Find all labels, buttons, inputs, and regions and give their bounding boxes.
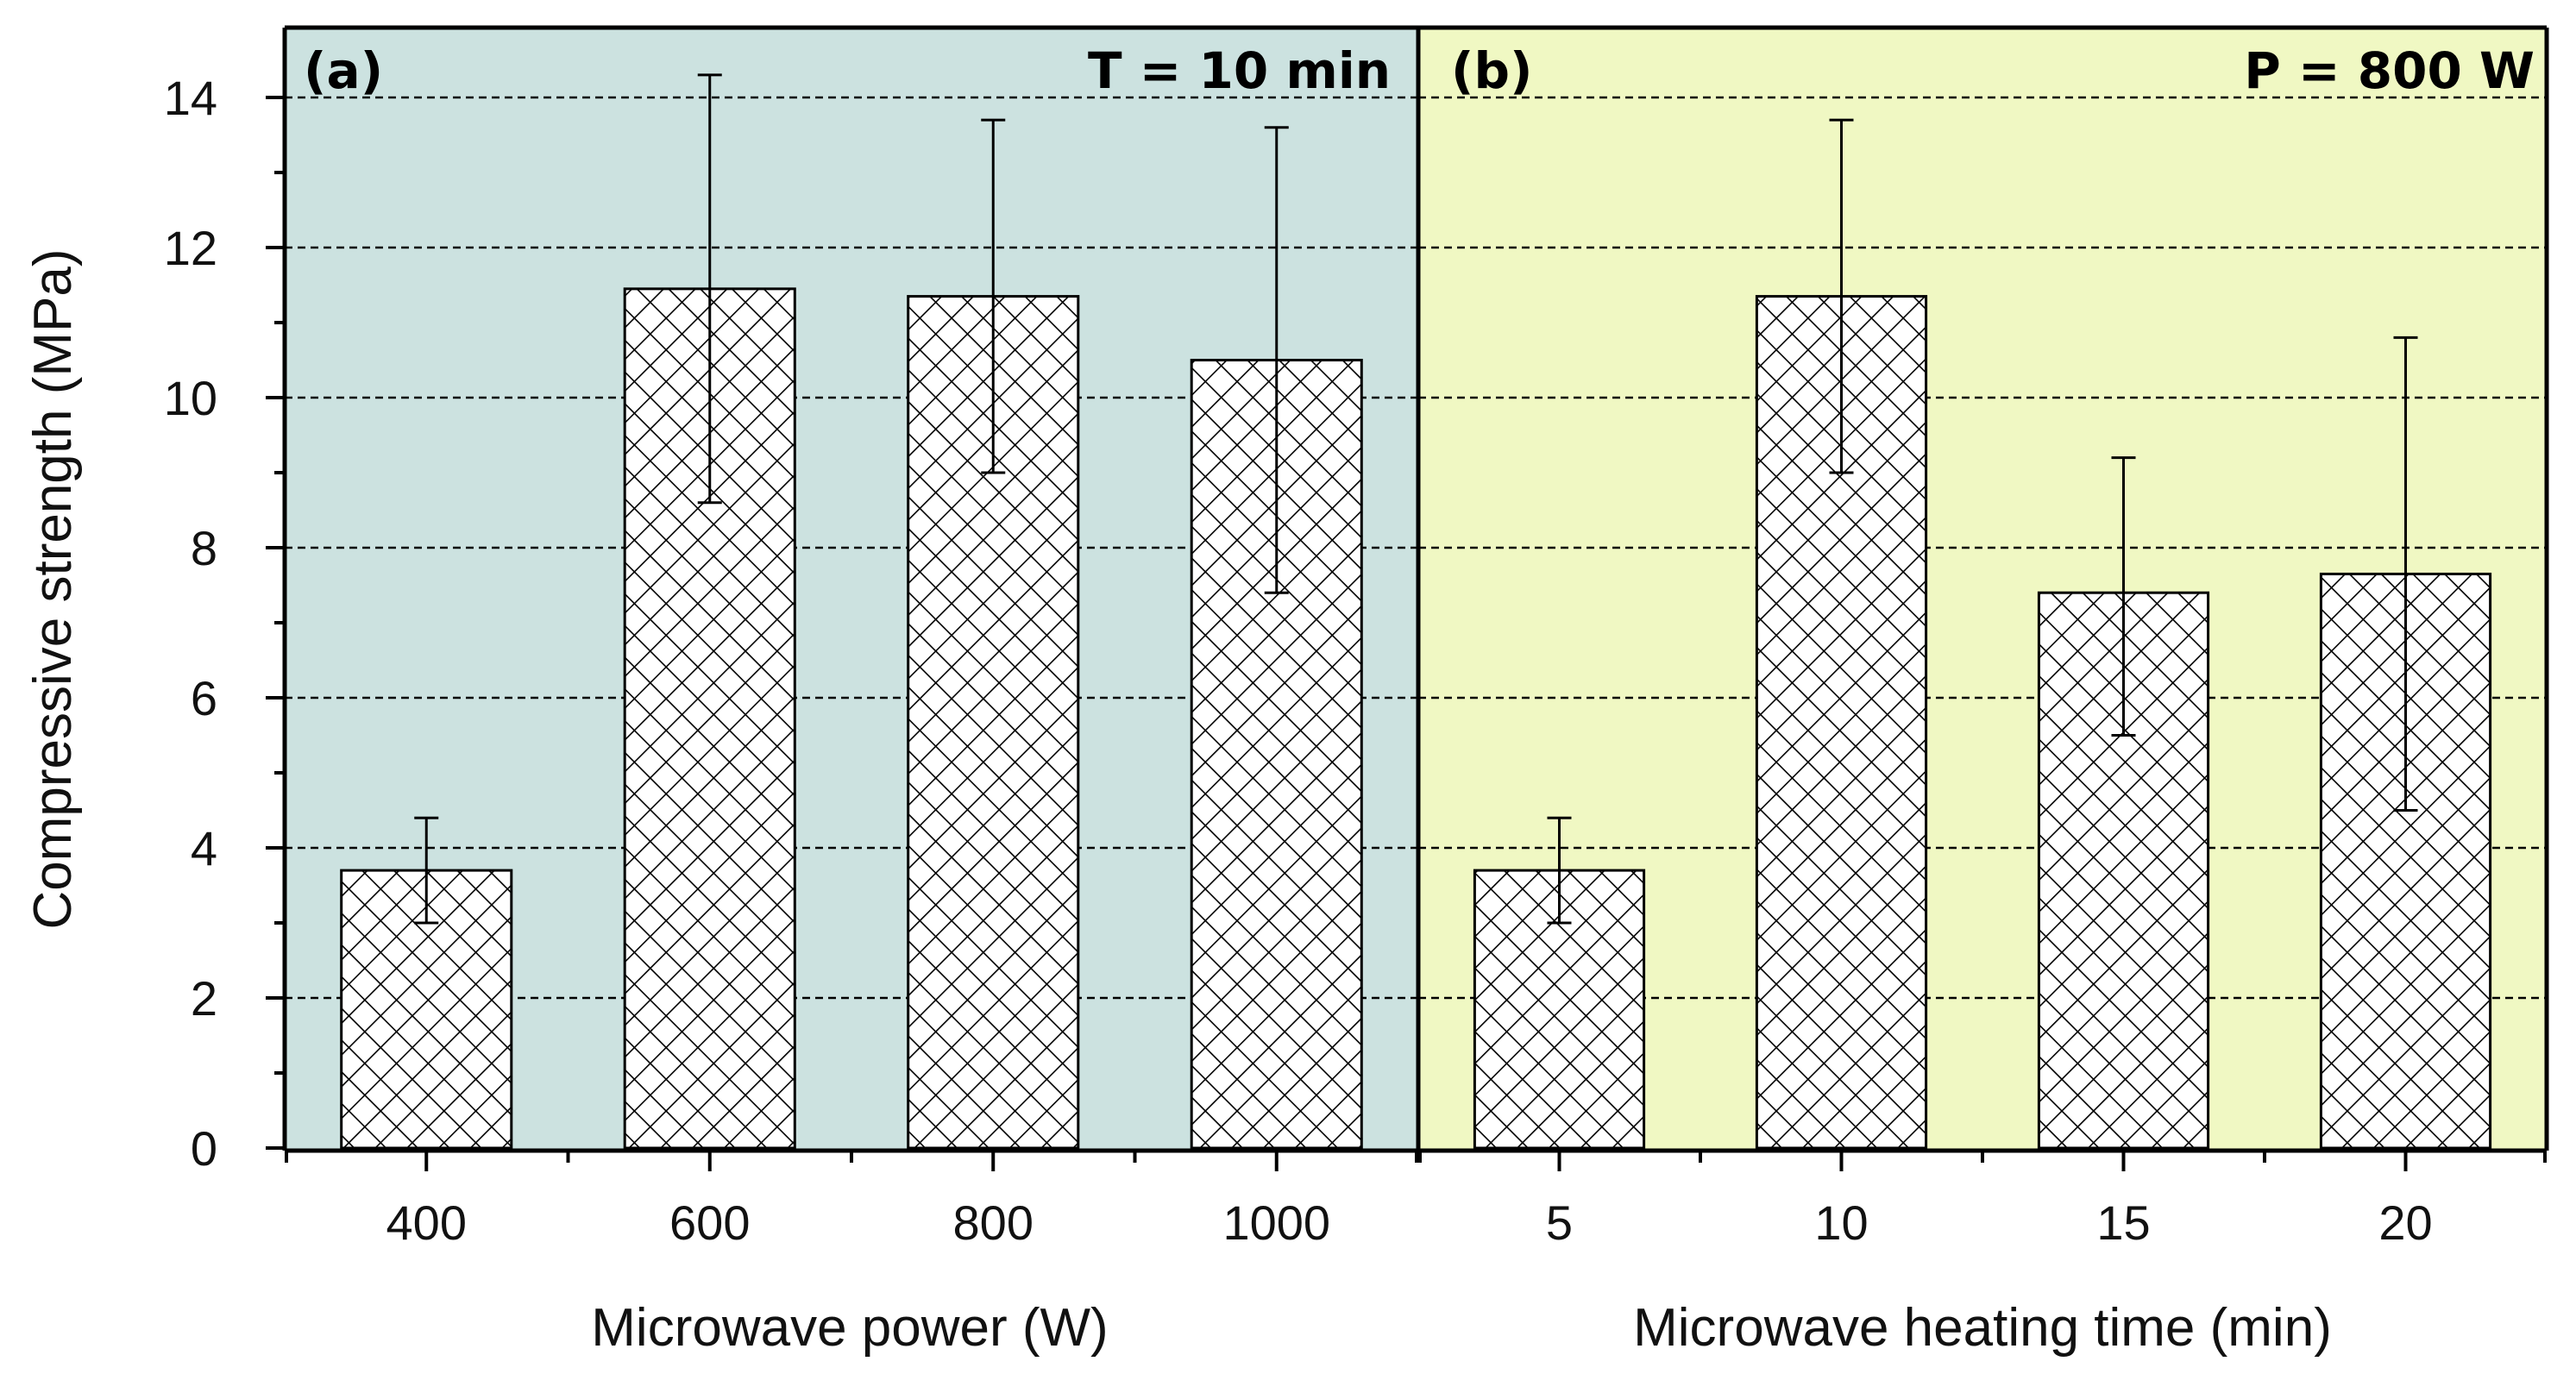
error-bar-10: [1829, 118, 1854, 474]
x-tick-label-800: 800: [953, 1195, 1034, 1250]
error-bar-5: [1547, 816, 1572, 925]
y-tick-label: 6: [191, 671, 217, 725]
panel-a-x-axis-title: Microwave power (W): [591, 1298, 1108, 1358]
panel-b-bars: [1473, 118, 2492, 1150]
x-tick-label-20: 20: [2378, 1195, 2432, 1250]
x-tick-label-1000: 1000: [1222, 1195, 1330, 1250]
error-bar-600: [697, 73, 722, 505]
x-tick-label-10: 10: [1814, 1195, 1868, 1250]
y-tick-labels: 0 2 4 6 8 10 12 14: [164, 71, 217, 1176]
axis-ticks: [266, 96, 2547, 1171]
x-tick-label-600: 600: [669, 1195, 750, 1250]
y-tick-label: 12: [164, 221, 217, 275]
panel-a-bars: [340, 73, 1363, 1150]
y-tick-label: 2: [191, 971, 217, 1026]
x-tick-label-15: 15: [2096, 1195, 2150, 1250]
x-tick-label-400: 400: [386, 1195, 467, 1250]
panel-a-x-tick-labels: 400 600 800 1000: [386, 1195, 1331, 1250]
y-tick-label: 0: [191, 1121, 217, 1176]
y-tick-label: 8: [191, 521, 217, 575]
error-bar-1000: [1264, 126, 1289, 594]
y-tick-label: 14: [164, 71, 217, 125]
grid-lines: [285, 96, 2547, 1000]
panel-a-annotation: T = 10 min: [1088, 41, 1391, 100]
panel-a-label: (a): [304, 41, 383, 100]
x-tick-label-5: 5: [1546, 1195, 1573, 1250]
error-bar-20: [2393, 336, 2418, 812]
panel-b-x-tick-labels: 5 10 15 20: [1546, 1195, 2433, 1250]
y-axis-title: Compressive strength (MPa): [23, 248, 83, 929]
error-bar-800: [981, 118, 1006, 474]
y-tick-label: 4: [191, 821, 217, 875]
error-bar-15: [2111, 456, 2136, 737]
y-tick-label: 10: [164, 371, 217, 425]
error-bar-400: [414, 816, 439, 925]
panel-b-x-axis-title: Microwave heating time (min): [1633, 1298, 2332, 1358]
panel-b-annotation: P = 800 W: [2244, 41, 2535, 100]
panel-b-label: (b): [1451, 41, 1533, 100]
